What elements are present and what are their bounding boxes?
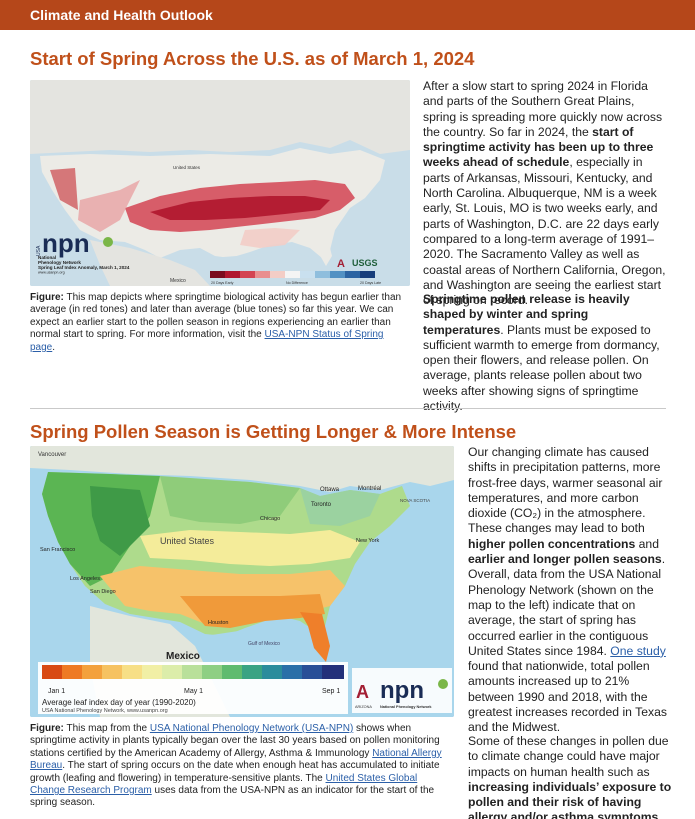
arizona-a-icon-2: A bbox=[356, 682, 369, 702]
label-houston: Houston bbox=[208, 620, 229, 626]
map1-npn-line3: Spring Leaf Index Anomaly, March 1, 2024 bbox=[38, 265, 130, 270]
spring-anomaly-map: 20 Days Early No Difference 20 Days Late… bbox=[30, 80, 410, 286]
map1-label-mexico: Mexico bbox=[170, 278, 186, 284]
map1-npn-logo: npn bbox=[42, 228, 90, 258]
npn-leaf-icon bbox=[103, 237, 113, 247]
label-ottawa: Ottawa bbox=[320, 487, 340, 493]
label-sandiego: San Diego bbox=[90, 589, 116, 595]
map1-legend-mid: No Difference bbox=[286, 281, 308, 285]
legend-title: Average leaf index day of year (1990-202… bbox=[42, 698, 196, 707]
usgs-logo: USGS bbox=[352, 258, 378, 268]
section2-paragraph2: Some of these changes in pollen due to c… bbox=[468, 734, 672, 819]
arizona-text: ARIZONA bbox=[355, 705, 372, 709]
arizona-a-icon: A bbox=[337, 258, 345, 270]
status-of-spring-link[interactable]: USA-NPN Status of Spring page bbox=[30, 329, 384, 353]
map1-npn-line2: Phenology Network bbox=[38, 260, 81, 265]
legend-sep: Sep 1 bbox=[322, 688, 340, 695]
label-montreal: Montréal bbox=[358, 486, 381, 492]
national-allergy-bureau-link[interactable]: National Allergy Bureau bbox=[30, 747, 442, 772]
header-banner: Climate and Health Outlook bbox=[0, 0, 695, 30]
map1-legend-left: 20 Days Early bbox=[211, 281, 234, 285]
label-chicago: Chicago bbox=[260, 516, 280, 522]
map1-caption: Figure: This map depicts where springtim… bbox=[30, 292, 402, 353]
label-newyork: New York bbox=[356, 538, 379, 544]
legend-may: May 1 bbox=[184, 688, 203, 695]
leaf-index-map: Vancouver Ottawa Montréal Toronto Chicag… bbox=[30, 446, 454, 717]
label-united-states: United States bbox=[160, 536, 215, 546]
npn-tagline: National Phenology Network bbox=[380, 705, 432, 709]
section2-paragraph1: Our changing climate has caused shifts i… bbox=[468, 445, 667, 735]
map1-legend-right: 20 Days Late bbox=[360, 281, 381, 285]
label-vancouver: Vancouver bbox=[38, 452, 66, 458]
label-mexico: Mexico bbox=[166, 651, 200, 662]
map1-npn-line4: www.usanpn.org bbox=[38, 271, 65, 275]
section-divider bbox=[30, 408, 666, 409]
one-study-link[interactable]: One study bbox=[610, 643, 666, 658]
label-losangeles: Los Angeles bbox=[70, 576, 100, 582]
map2-caption: Figure: This map from the USA National P… bbox=[30, 723, 442, 809]
map1-npn-line1: National bbox=[38, 255, 56, 260]
map2-npn-logo: npn bbox=[380, 677, 424, 704]
label-gulf: Gulf of Mexico bbox=[248, 641, 280, 647]
section2-heading: Spring Pollen Season is Getting Longer &… bbox=[30, 421, 517, 442]
section1-paragraph2: Springtime pollen release is heavily sha… bbox=[423, 292, 660, 414]
usa-npn-link[interactable]: USA National Phenology Network (USA-NPN) bbox=[149, 723, 354, 734]
legend-jan: Jan 1 bbox=[48, 688, 65, 695]
section1-heading: Start of Spring Across the U.S. as of Ma… bbox=[30, 48, 475, 69]
label-toronto: Toronto bbox=[311, 502, 332, 508]
map1-label-us: United States bbox=[173, 165, 201, 170]
map1-usa-text: USA bbox=[36, 245, 42, 256]
legend-source: USA National Phenology Network, www.usan… bbox=[42, 708, 168, 714]
npn-leaf-icon-2 bbox=[438, 679, 448, 689]
label-sanfrancisco: San Francisco bbox=[40, 547, 75, 553]
usgcrp-link[interactable]: United States Global Change Research Pro… bbox=[30, 772, 418, 797]
section1-paragraph1: After a slow start to spring 2024 in Flo… bbox=[423, 79, 666, 308]
label-novascotia: NOVA SCOTIA bbox=[400, 498, 430, 503]
banner-title: Climate and Health Outlook bbox=[30, 7, 213, 23]
